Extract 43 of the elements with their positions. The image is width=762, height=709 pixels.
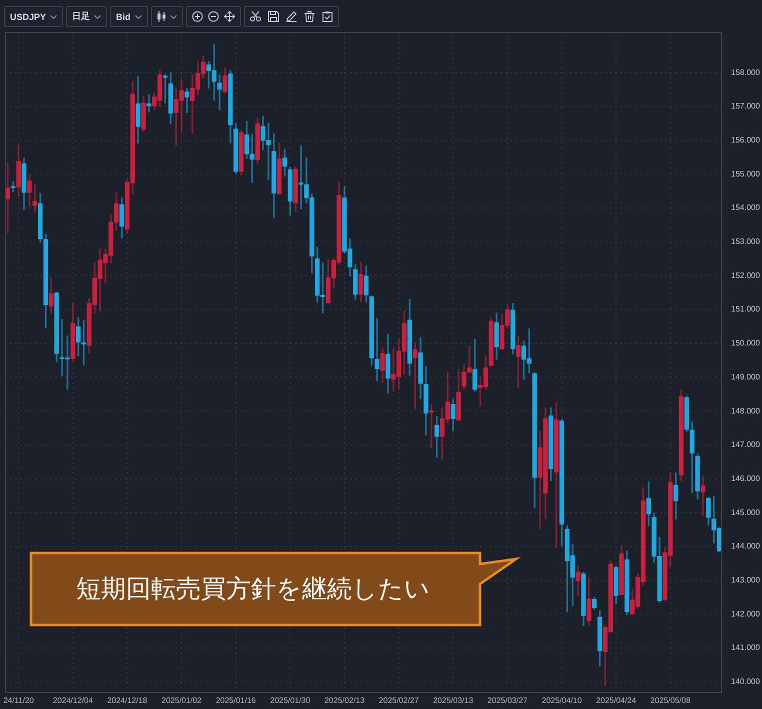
y-tick-label: 156.000: [731, 136, 760, 145]
x-tick-label: 2025/04/10: [542, 696, 582, 706]
candlestick: [298, 145, 304, 210]
y-tick-label: 157.000: [731, 102, 760, 111]
candlestick: [184, 88, 190, 113]
dropdown: Bid: [110, 6, 148, 27]
candlestick: [146, 94, 152, 113]
y-tick-label: 149.000: [731, 372, 760, 382]
dropdown: USDJPY: [4, 6, 64, 27]
y-tick-label: 150.000: [731, 338, 760, 348]
candlestick: [700, 476, 706, 516]
y-tick-label: 155.000: [731, 169, 760, 178]
x-tick-label: 2025/01/30: [270, 696, 311, 706]
y-tick-label: 141.000: [731, 643, 760, 652]
y-tick-label: 143.000: [731, 576, 760, 585]
y-tick-label: 145.000: [731, 508, 760, 517]
chart-title: USDJPY: [10, 12, 46, 22]
candlestick: [217, 74, 222, 110]
x-tick-label: 2025/03/27: [487, 696, 528, 706]
y-tick-label: 153.000: [731, 237, 760, 246]
dropdown: 日足: [66, 6, 108, 27]
x-tick-label: 2025/01/16: [216, 696, 256, 706]
y-tick-label: 148.000: [731, 406, 760, 416]
annotation: 短期回転売買方針を継続したい: [76, 574, 430, 603]
y-tick-label: 142.000: [731, 609, 760, 618]
y-tick-label: 152.000: [731, 270, 760, 280]
y-tick-label: 151.000: [731, 304, 760, 314]
x-tick-label: 2024/12/18: [107, 696, 148, 706]
y-tick-label: 144.000: [731, 542, 760, 551]
y-tick-label: 147.000: [731, 440, 760, 450]
x-tick-label: 2025/02/27: [378, 696, 420, 706]
x-tick-label: 2025/05/08: [650, 696, 691, 706]
x-tick-label: 24/11/20: [3, 696, 34, 706]
y-tick-label: 140.000: [731, 677, 760, 686]
y-tick-label: 158.000: [731, 68, 760, 77]
y-tick-label: 154.000: [731, 203, 760, 212]
candlestick: [374, 318, 380, 382]
x-tick-label: 2025/04/24: [596, 696, 637, 706]
y-tick-label: 146.000: [731, 474, 760, 483]
x-tick-label: 2024/12/04: [52, 696, 94, 706]
x-tick-label: 2025/02/13: [324, 696, 366, 706]
x-tick-label: 2025/03/13: [433, 696, 474, 706]
x-tick-label: 2025/01/02: [162, 696, 202, 706]
